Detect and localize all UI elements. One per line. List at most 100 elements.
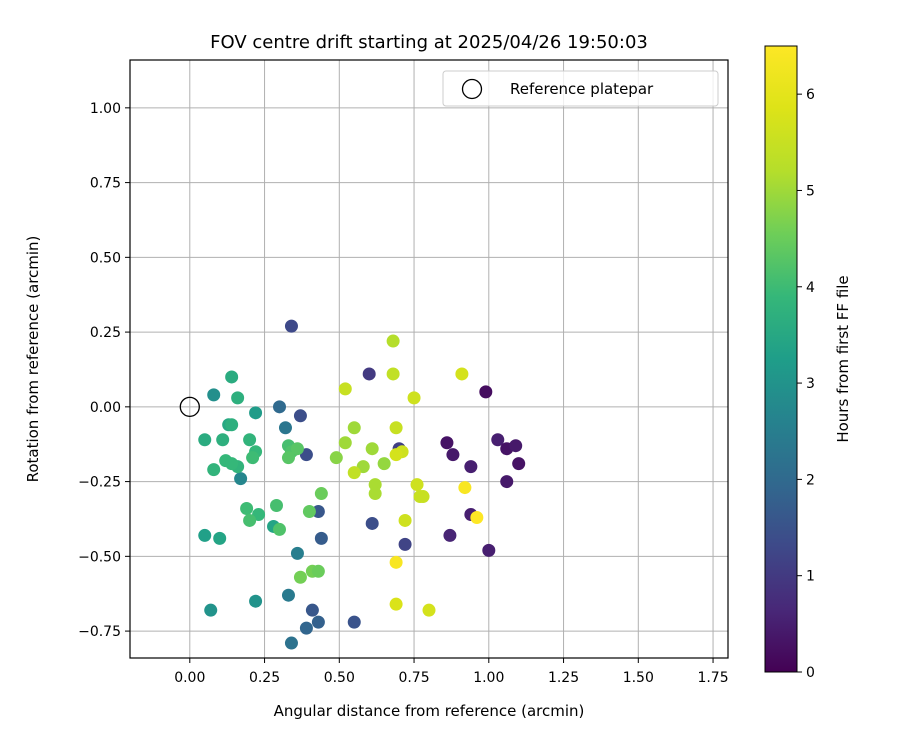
x-tick-label: 0.00 <box>174 670 205 686</box>
legend-marker-icon <box>461 78 483 100</box>
data-point <box>479 385 493 399</box>
data-point <box>443 528 457 542</box>
chart-title: FOV centre drift starting at 2025/04/26 … <box>210 32 648 53</box>
data-point <box>281 451 295 465</box>
data-point <box>311 564 325 578</box>
x-tick-label: 1.25 <box>548 670 579 686</box>
x-tick-label: 1.50 <box>623 670 654 686</box>
y-tick-label: 0.00 <box>90 400 121 416</box>
data-point <box>470 510 484 524</box>
data-point <box>281 588 295 602</box>
reference-marker <box>179 396 200 417</box>
colorbar-tick-label: 4 <box>806 280 815 296</box>
data-point <box>198 433 212 447</box>
data-point <box>204 603 218 617</box>
colorbar-tick-label: 3 <box>806 376 815 392</box>
data-point <box>207 463 221 477</box>
data-point <box>311 504 325 518</box>
data-point <box>225 418 239 432</box>
colorbar-label: Hours from first FF file <box>834 275 852 442</box>
data-point <box>365 516 379 530</box>
data-point <box>416 490 430 504</box>
data-point <box>422 603 436 617</box>
data-point <box>231 391 245 405</box>
data-point <box>368 478 382 492</box>
data-point <box>270 499 284 513</box>
y-tick-label: 0.75 <box>90 176 121 192</box>
data-point <box>293 570 307 584</box>
data-point <box>338 382 352 396</box>
data-point <box>278 421 292 435</box>
data-point <box>311 615 325 629</box>
x-axis-label: Angular distance from reference (arcmin) <box>274 702 585 720</box>
data-point <box>273 522 286 536</box>
colorbar-tick-label: 1 <box>806 569 815 585</box>
y-tick-label: −0.50 <box>78 549 121 565</box>
plot-frame <box>129 59 729 659</box>
data-point <box>464 460 478 474</box>
data-point <box>347 615 361 629</box>
data-point <box>386 367 400 381</box>
colorbar-tick-label: 5 <box>806 183 815 199</box>
data-point <box>407 391 421 405</box>
data-point <box>243 513 257 527</box>
data-point <box>455 367 469 381</box>
y-axis-label: Rotation from reference (arcmin) <box>24 236 42 483</box>
x-tick-label: 1.75 <box>697 670 728 686</box>
data-point <box>389 555 403 569</box>
data-point <box>225 370 239 384</box>
y-tick-label: −0.75 <box>78 624 121 640</box>
data-point <box>410 478 424 492</box>
x-axis-ticks: 0.00 0.25 0.50 0.75 1.00 1.25 1.50 1.75 <box>174 658 729 686</box>
data-point <box>207 388 221 402</box>
data-point <box>368 487 382 501</box>
data-points <box>198 319 526 650</box>
x-tick-label: 0.75 <box>398 670 429 686</box>
data-point <box>284 636 298 650</box>
data-point <box>213 531 227 545</box>
data-point <box>347 421 361 435</box>
data-point <box>198 528 212 542</box>
data-point <box>512 457 526 471</box>
data-point <box>216 433 230 447</box>
data-point <box>509 439 523 453</box>
grid-lines <box>130 60 728 658</box>
data-point <box>240 502 254 515</box>
data-point <box>398 513 412 527</box>
data-point <box>338 436 352 450</box>
data-point <box>249 406 263 420</box>
data-point <box>246 451 260 465</box>
colorbar-tick-label: 0 <box>806 665 815 681</box>
data-point <box>273 400 286 414</box>
colorbar-tick-label: 6 <box>806 87 815 103</box>
data-point <box>500 475 514 489</box>
data-point <box>284 319 298 333</box>
data-point <box>386 334 400 348</box>
data-point <box>299 621 313 635</box>
x-tick-label: 0.25 <box>249 670 280 686</box>
data-point <box>365 442 379 456</box>
data-point <box>314 487 328 501</box>
y-tick-label: −0.25 <box>78 475 121 491</box>
data-point <box>234 472 248 486</box>
data-point <box>243 433 257 447</box>
data-point <box>389 421 403 435</box>
data-point <box>290 442 304 456</box>
data-point <box>347 466 361 480</box>
colorbar <box>764 45 798 673</box>
y-tick-label: 0.50 <box>90 250 121 266</box>
data-point <box>458 481 472 495</box>
data-point <box>491 433 505 447</box>
data-point <box>302 504 316 518</box>
legend-box <box>442 70 719 107</box>
legend: Reference platepar <box>442 70 719 107</box>
data-point <box>389 597 403 611</box>
data-point <box>440 436 454 450</box>
x-tick-label: 0.50 <box>324 670 355 686</box>
x-tick-label: 1.00 <box>473 670 504 686</box>
data-point <box>293 409 307 423</box>
data-point <box>482 543 496 557</box>
data-point <box>249 594 263 608</box>
data-point <box>446 448 460 462</box>
